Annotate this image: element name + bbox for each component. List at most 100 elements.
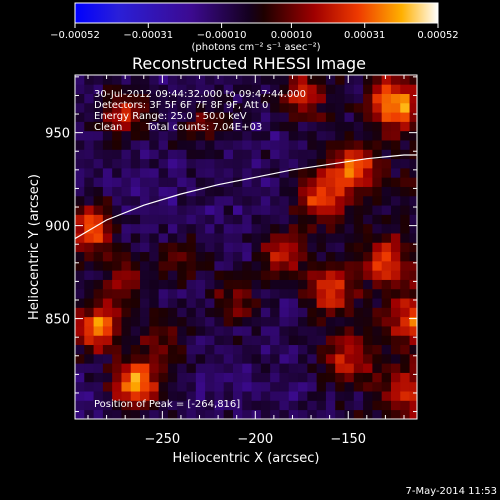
heatmap-cell (205, 316, 215, 327)
heatmap-cell (325, 270, 336, 280)
heatmap-cell (381, 316, 392, 327)
heatmap-cell (279, 102, 290, 113)
heatmap-cell (242, 140, 252, 150)
heatmap-cell (353, 298, 364, 308)
heatmap-cell (195, 75, 206, 85)
heatmap-cell (102, 167, 113, 178)
heatmap-cell (400, 177, 410, 187)
heatmap-cell (409, 93, 417, 104)
heatmap-cell (372, 381, 383, 392)
heatmap-cell (363, 372, 373, 383)
heatmap-cell (400, 400, 410, 411)
heatmap-cell (102, 409, 113, 419)
heatmap-cell (223, 307, 234, 318)
heatmap-cell (390, 344, 401, 355)
heatmap-cell (372, 251, 383, 262)
heatmap-cell (409, 112, 417, 122)
heatmap-cell (316, 307, 327, 318)
heatmap-cell (232, 112, 243, 122)
heatmap-cell (279, 205, 290, 215)
heatmap-cell (195, 102, 206, 113)
heatmap-cell (167, 326, 178, 336)
heatmap-cell (75, 391, 85, 401)
heatmap-cell (167, 93, 178, 104)
heatmap-cell (112, 167, 122, 178)
heatmap-cell (205, 84, 215, 94)
heatmap-cell (121, 316, 132, 327)
heatmap-cell (158, 177, 169, 187)
heatmap-cell (270, 195, 280, 206)
heatmap-cell (390, 409, 401, 419)
heatmap-cell (316, 400, 327, 411)
heatmap-cell (205, 391, 215, 401)
heatmap-cell (288, 353, 299, 364)
heatmap-cell (270, 288, 280, 299)
heatmap-cell (112, 298, 122, 308)
heatmap-cell (232, 205, 243, 215)
heatmap-cell (75, 307, 85, 318)
heatmap-cell (223, 260, 234, 271)
heatmap-cell (130, 270, 141, 280)
heatmap-cell (409, 75, 417, 85)
y-tick-label: 850 (45, 313, 70, 328)
heatmap-cell (177, 288, 187, 299)
heatmap-cell (363, 75, 373, 85)
heatmap-cell (214, 195, 225, 206)
heatmap-cell (298, 260, 308, 271)
heatmap-cell (177, 270, 187, 280)
heatmap-cell (260, 307, 271, 318)
heatmap-cell (177, 177, 187, 187)
heatmap-cell (270, 112, 280, 122)
heatmap-cell (344, 233, 355, 243)
heatmap-cell (372, 205, 383, 215)
heatmap-cell (112, 288, 122, 299)
heatmap-cell (205, 260, 215, 271)
heatmap-cell (288, 205, 299, 215)
heatmap-cell (121, 223, 132, 234)
heatmap-cell (102, 158, 113, 169)
heatmap-cell (372, 326, 383, 336)
heatmap-cell (167, 75, 178, 85)
heatmap-cell (214, 363, 225, 373)
heatmap-cell (75, 84, 85, 94)
heatmap-cell (372, 400, 383, 411)
heatmap-cell (214, 372, 225, 383)
heatmap-cell (84, 195, 94, 206)
heatmap-cell (298, 344, 308, 355)
heatmap-cell (102, 121, 113, 132)
heatmap-cell (279, 270, 290, 280)
heatmap-cell (177, 233, 187, 243)
heatmap-cell (409, 149, 417, 160)
heatmap-cell (232, 84, 243, 94)
heatmap-cell (307, 391, 318, 401)
heatmap-cell (112, 93, 122, 104)
heatmap-cell (158, 149, 169, 160)
heatmap-cell (353, 372, 364, 383)
heatmap-cell (149, 130, 160, 141)
heatmap-cell (121, 326, 132, 336)
heatmap-cell (381, 279, 392, 290)
heatmap-cell (205, 409, 215, 419)
heatmap-cell (381, 353, 392, 364)
heatmap-cell (112, 344, 122, 355)
heatmap-cell (177, 93, 187, 104)
heatmap-cell (344, 223, 355, 234)
heatmap-cell (316, 288, 327, 299)
heatmap-cell (260, 316, 271, 327)
heatmap-cell (242, 372, 252, 383)
heatmap-cell (279, 251, 290, 262)
heatmap-cell (381, 75, 392, 85)
heatmap-cell (149, 307, 160, 318)
heatmap-cell (121, 205, 132, 215)
heatmap-cell (112, 391, 122, 401)
heatmap-cell (288, 298, 299, 308)
heatmap-cell (186, 242, 197, 253)
heatmap-cell (298, 353, 308, 364)
heatmap-cell (195, 400, 206, 411)
heatmap-cell (325, 242, 336, 253)
heatmap-cell (251, 391, 262, 401)
heatmap-cell (167, 400, 178, 411)
heatmap-cell (335, 409, 345, 419)
heatmap-cell (84, 372, 94, 383)
heatmap-cell (372, 335, 383, 346)
